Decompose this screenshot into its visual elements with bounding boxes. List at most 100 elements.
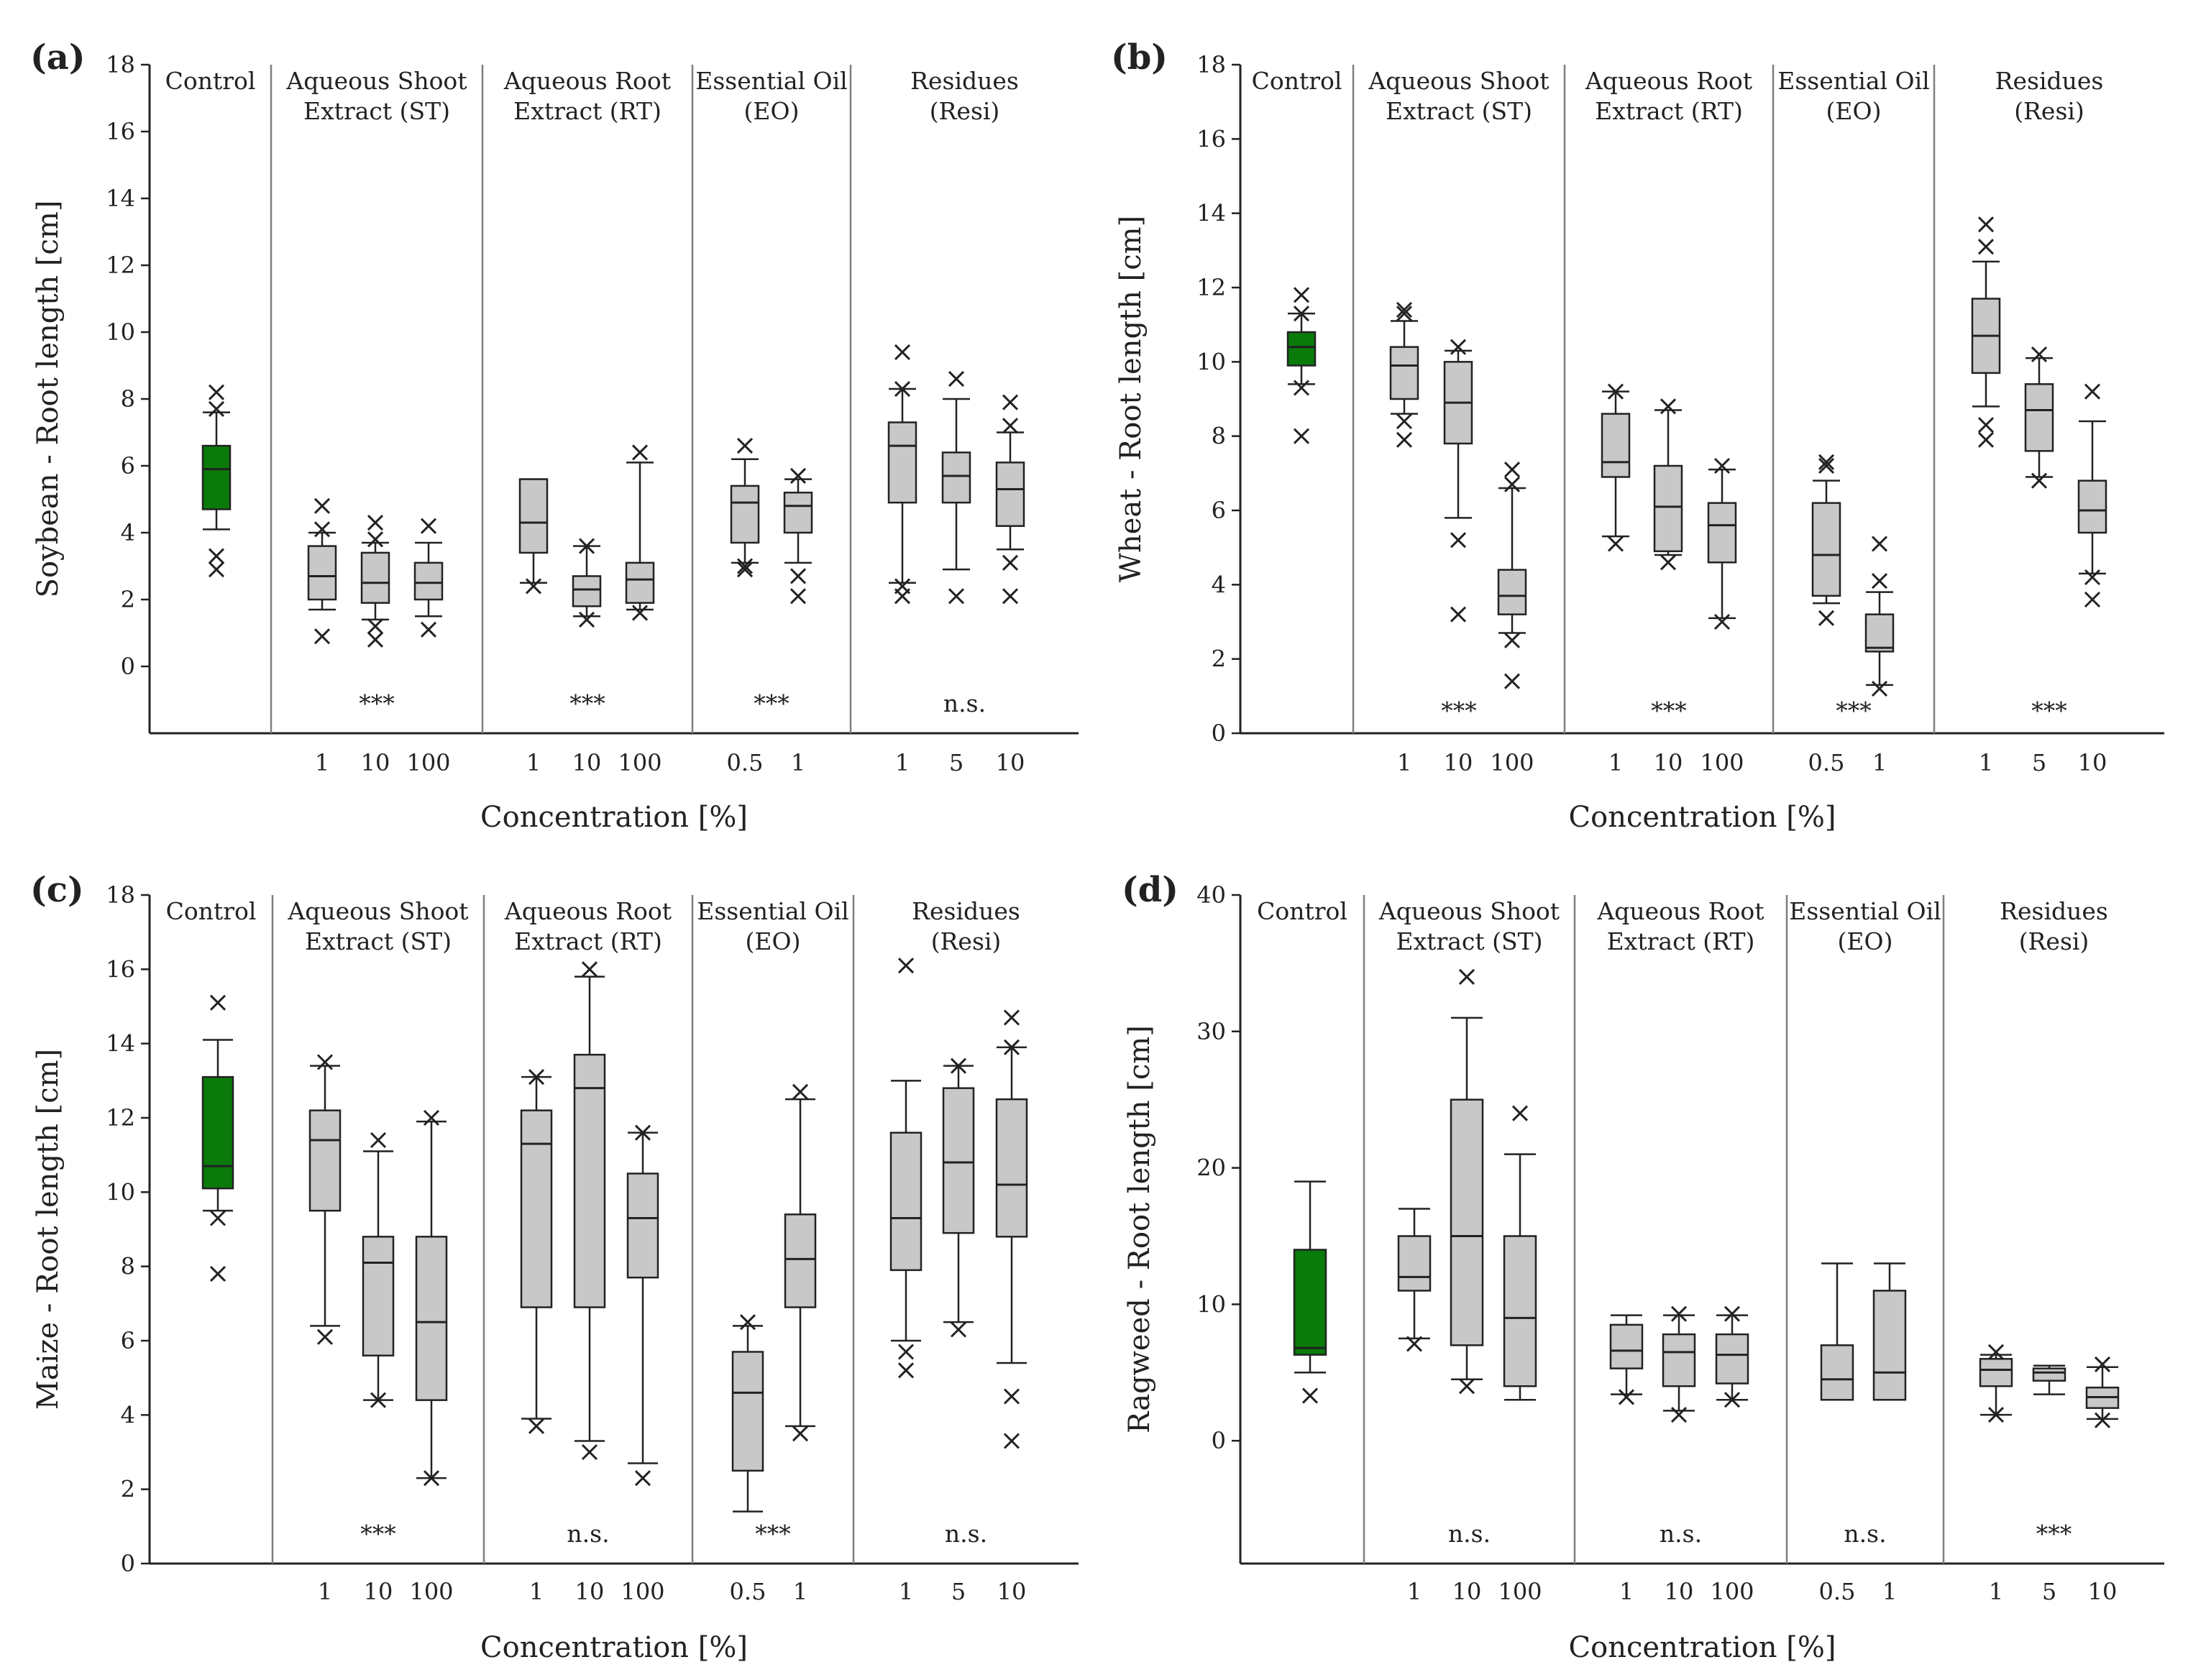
box — [1503, 1235, 1537, 1387]
outlier-marker — [420, 621, 437, 638]
y-tick-label: 12 — [1196, 274, 1226, 301]
y-tick-label: 2 — [121, 1476, 135, 1503]
x-tick-label: 1 — [318, 1578, 332, 1605]
box — [730, 485, 760, 544]
outlier-marker — [1301, 1387, 1319, 1404]
group-header: Control — [1257, 897, 1347, 925]
group-header-line: Aqueous Shoot — [1378, 897, 1560, 925]
x-tick-label: 10 — [997, 1578, 1027, 1605]
outlier-marker — [1293, 380, 1310, 396]
group-header-line: Essential Oil — [697, 897, 848, 925]
outlier-marker — [420, 518, 437, 534]
outlier-marker — [894, 344, 911, 360]
x-tick-label: 10 — [364, 1578, 393, 1605]
y-tick-label: 18 — [106, 881, 135, 909]
outlier-marker — [1977, 417, 1995, 433]
y-tick-label: 6 — [121, 452, 135, 479]
box — [520, 1109, 553, 1308]
x-tick-label: 1 — [1882, 1578, 1897, 1605]
x-tick-label: 10 — [1444, 749, 1473, 776]
outlier-marker — [739, 1314, 756, 1331]
box — [1601, 413, 1631, 478]
box — [360, 551, 390, 604]
y-tick-label: 10 — [1196, 348, 1226, 375]
outlier-marker — [313, 497, 331, 514]
significance-label: n.s. — [1844, 1520, 1886, 1548]
group-header-line: Aqueous Shoot — [287, 897, 468, 925]
group-header-line: Extract (ST) — [1386, 97, 1532, 125]
x-tick-label: 1 — [1407, 1578, 1422, 1605]
panel-label: (d) — [1122, 870, 1178, 910]
significance-label: *** — [1836, 697, 1872, 725]
outlier-marker — [208, 384, 225, 400]
box — [1811, 502, 1841, 597]
box — [783, 491, 813, 534]
y-tick-label: 18 — [106, 51, 135, 78]
box — [572, 575, 602, 607]
outlier-marker — [736, 438, 754, 454]
outlier-marker — [1003, 1433, 1020, 1449]
x-tick-label: 5 — [951, 1578, 966, 1605]
outlier-marker — [423, 1109, 440, 1126]
outlier-marker — [1396, 413, 1413, 430]
box — [2024, 383, 2054, 452]
outlier-marker — [1002, 418, 1019, 434]
outlier-marker — [894, 380, 911, 398]
box — [518, 478, 549, 554]
outlier-marker — [370, 1132, 387, 1149]
outlier-marker — [1977, 431, 1995, 448]
group-header: Aqueous Shoot Extract (ST) — [287, 897, 468, 955]
outlier-marker — [736, 558, 754, 574]
group-header: Essential Oil (EO) — [695, 67, 847, 125]
x-tick-label: 1 — [895, 749, 910, 776]
outlier-marker — [897, 1362, 915, 1379]
group-header: Aqueous Shoot Extract (ST) — [285, 67, 467, 125]
outlier-marker — [367, 531, 384, 548]
chart-panel: 0 2 4 6 8 10 12 14 16 18 (a) Soybean - Root length … — [30, 37, 1079, 834]
outlier-marker — [2031, 346, 2048, 363]
y-tick-label: 0 — [121, 653, 135, 680]
significance-label: *** — [569, 689, 605, 717]
outlier-marker — [792, 1083, 809, 1100]
group-header: Residues (Resi) — [1995, 67, 2104, 125]
group-header-line: Aqueous Shoot — [285, 67, 467, 95]
outlier-marker — [367, 631, 384, 648]
x-tick-label: 10 — [2078, 749, 2107, 776]
outlier-marker — [1818, 457, 1835, 474]
box — [1979, 1358, 2013, 1387]
box — [1497, 569, 1527, 615]
outlier-marker — [1660, 554, 1677, 571]
y-tick-label: 6 — [1212, 497, 1226, 524]
outlier-marker — [897, 1344, 915, 1360]
x-tick-label: 1 — [793, 1578, 807, 1605]
outlier-marker — [789, 568, 807, 584]
outlier-marker — [1818, 454, 1835, 470]
box — [995, 1098, 1028, 1238]
group-header-line: (Resi) — [930, 97, 1000, 125]
outlier-marker — [2094, 1356, 2111, 1372]
outlier-marker — [1987, 1407, 2005, 1423]
outlier-marker — [581, 961, 598, 978]
outlier-marker — [1871, 573, 1888, 589]
group-header: Aqueous Root Extract (RT) — [1596, 897, 1764, 955]
x-tick-label: 1 — [1397, 749, 1411, 776]
outlier-marker — [1293, 306, 1310, 322]
box — [1450, 1098, 1484, 1346]
outlier-marker — [897, 958, 915, 974]
box — [625, 561, 655, 604]
outlier-marker — [1977, 239, 1995, 255]
outlier-marker — [1406, 1336, 1423, 1352]
significance-label: *** — [2031, 697, 2067, 725]
outlier-marker — [423, 1470, 440, 1487]
x-axis-title: Concentration [%] — [480, 1631, 748, 1664]
group-header: Control — [165, 67, 256, 95]
outlier-marker — [528, 1418, 545, 1434]
group-header-line: (Resi) — [2019, 927, 2089, 955]
outlier-marker — [209, 1265, 226, 1282]
control-box — [1286, 331, 1317, 367]
y-tick-label: 8 — [1212, 423, 1226, 450]
x-tick-label: 10 — [572, 749, 602, 776]
group-header-line: Residues — [2000, 897, 2108, 925]
group-header-line: Essential Oil — [695, 67, 847, 95]
group-header: Aqueous Shoot Extract (ST) — [1378, 897, 1560, 955]
